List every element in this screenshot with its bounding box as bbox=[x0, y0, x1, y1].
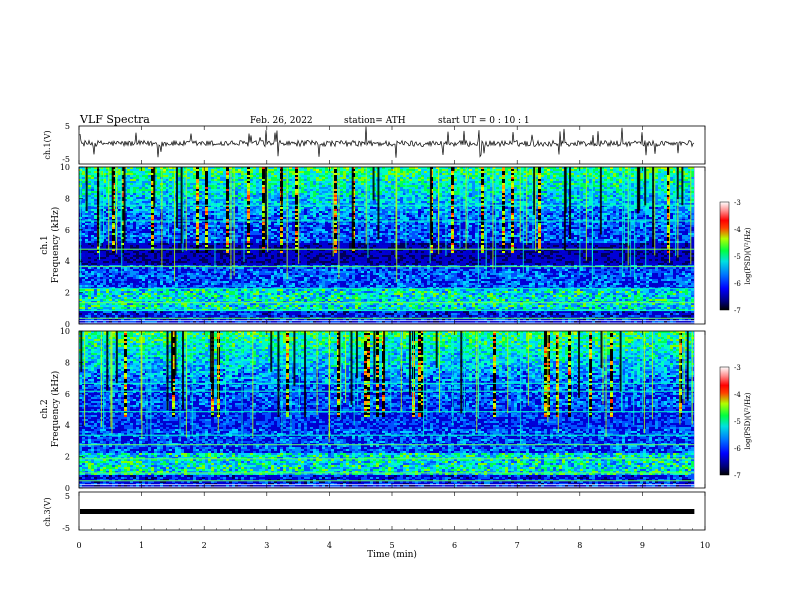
ch3-waveform-ylabel: ch.3(V) bbox=[43, 497, 52, 526]
ch1-spec-ylabel-freq: Frequency (kHz) bbox=[50, 207, 61, 284]
ch1-colorbar-tick: -3 bbox=[734, 199, 741, 207]
ch1-spec-ytick-label: 6 bbox=[65, 226, 70, 235]
ch2-spec-ylabel-channel: ch.2 bbox=[40, 399, 50, 418]
ch3-waveform-line bbox=[80, 509, 694, 514]
x-tick-label: 6 bbox=[452, 541, 457, 550]
x-tick-label: 1 bbox=[139, 541, 144, 550]
ch2-colorbar bbox=[720, 367, 729, 475]
x-tick-label: 5 bbox=[389, 541, 394, 550]
ch2-colorbar-tick: -3 bbox=[734, 364, 741, 372]
x-tick-label: 3 bbox=[264, 541, 269, 550]
ch2-spec-ylabel-freq: Frequency (kHz) bbox=[50, 371, 61, 448]
ch3-waveform-panel: 5 -5 ch.3(V) bbox=[43, 492, 705, 533]
ch1-waveform-line bbox=[80, 127, 694, 158]
ch2-spec-ytick-label: 6 bbox=[65, 390, 70, 399]
ch3-ytick-top: 5 bbox=[65, 492, 70, 501]
ch1-colorbar-tick: -4 bbox=[734, 226, 741, 234]
ch2-spec-ytick-label: 8 bbox=[65, 358, 70, 367]
ch1-waveform-panel: 5 -5 ch.1(V) bbox=[43, 122, 705, 164]
station-label: station= ATH bbox=[344, 116, 406, 126]
x-tick-label: 8 bbox=[577, 541, 582, 550]
x-tick-label: 2 bbox=[202, 541, 207, 550]
ch1-spec-ytick-label: 2 bbox=[65, 289, 70, 298]
ch2-spec-ytick-label: 2 bbox=[65, 453, 70, 462]
date-label: Feb. 26, 2022 bbox=[250, 116, 313, 126]
ch2-colorbar-tick: -7 bbox=[734, 472, 741, 480]
ch1-ytick-top: 5 bbox=[65, 122, 70, 131]
ch2-colorbar-tick: -6 bbox=[734, 445, 741, 453]
ch1-colorbar-tick: -7 bbox=[734, 307, 741, 315]
ch2-colorbar-tick: -5 bbox=[734, 418, 741, 426]
ch1-colorbar bbox=[720, 202, 729, 310]
figure-title: VLF Spectra bbox=[79, 113, 150, 126]
ch2-spec-ytick-label: 4 bbox=[65, 421, 70, 430]
ch1-spec-ytick-label: 4 bbox=[65, 257, 70, 266]
ch1-colorbar-label: log(PSD)(V²/Hz) bbox=[744, 227, 752, 284]
ch1-spec-ytick-label: 10 bbox=[60, 163, 70, 172]
x-tick-label: 0 bbox=[76, 541, 81, 550]
ch1-spec-ytick-label: 8 bbox=[65, 194, 70, 203]
ch2-colorbar-label: log(PSD)(V²/Hz) bbox=[744, 392, 752, 449]
ch1-waveform-ylabel: ch.1(V) bbox=[43, 130, 52, 159]
x-tick-label: 10 bbox=[700, 541, 710, 550]
x-tick-label: 4 bbox=[327, 541, 332, 550]
ch2-spectrogram-image bbox=[79, 331, 705, 488]
ch2-spec-ytick-label: 10 bbox=[60, 327, 70, 336]
x-tick-label: 7 bbox=[515, 541, 520, 550]
ch3-ytick-bottom: -5 bbox=[62, 524, 70, 533]
ch1-spec-ylabel-channel: ch.1 bbox=[40, 235, 50, 254]
x-tick-label: 9 bbox=[640, 541, 645, 550]
ch1-colorbar-tick: -5 bbox=[734, 253, 741, 261]
ch2-colorbar-tick: -4 bbox=[734, 391, 741, 399]
start-time-label: start UT = 0 : 10 : 1 bbox=[438, 116, 530, 126]
ch1-spectrogram-image bbox=[79, 167, 705, 324]
time-axis-label: Time (min) bbox=[367, 549, 417, 560]
ch1-colorbar-tick: -6 bbox=[734, 280, 741, 288]
